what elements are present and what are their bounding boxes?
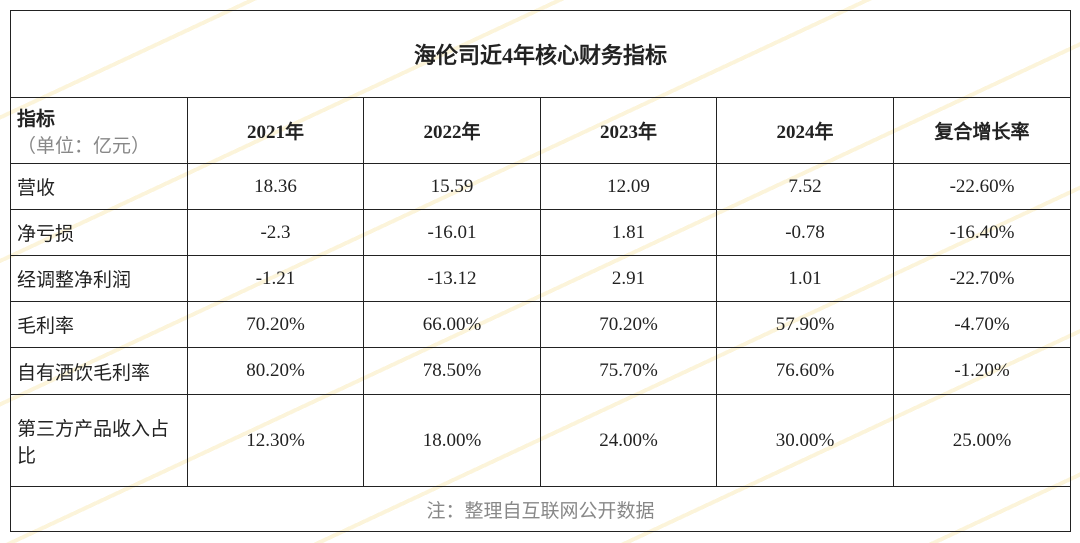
header-cell: 复合增长率 (892, 97, 1072, 164)
row-label: 第三方产品收入占比 (10, 394, 188, 487)
table-cell: -1.21 (187, 255, 364, 302)
financial-table: 海伦司近4年核心财务指标 指标 （单位：亿元） 2021年 2022年 2023年… (9, 10, 1072, 532)
table-cell: 12.09 (540, 163, 717, 210)
header-unit: （单位：亿元） (17, 135, 151, 157)
row-label: 经调整净利润 (10, 255, 188, 302)
table-cell: 2.91 (540, 255, 717, 302)
table-cell: 15.59 (363, 163, 541, 210)
table-title: 海伦司近4年核心财务指标 (9, 10, 1072, 98)
table-cell: 66.00% (363, 301, 541, 348)
table-row: 毛利率 70.20% 66.00% 70.20% 57.90% -4.70% (10, 301, 1072, 348)
header-label: 指标 (17, 108, 56, 130)
table-row: 第三方产品收入占比 12.30% 18.00% 24.00% 30.00% 25.00% (10, 394, 1072, 487)
table-cell: 78.50% (363, 347, 541, 395)
table-cell: -1.20% (892, 347, 1072, 395)
table-cell: -16.40% (892, 209, 1072, 256)
header-label-cell: 指标 （单位：亿元） (10, 97, 188, 164)
table-row: 经调整净利润 -1.21 -13.12 2.91 1.01 -22.70% (10, 255, 1072, 302)
row-label: 营收 (10, 163, 188, 210)
table-cell: -16.01 (363, 209, 541, 256)
table-cell: 70.20% (540, 301, 717, 348)
table-cell: 57.90% (716, 301, 894, 348)
table-cell: 30.00% (716, 394, 894, 487)
table-cell: -22.60% (892, 163, 1072, 210)
table-cell: -4.70% (892, 301, 1072, 348)
table-cell: 12.30% (187, 394, 364, 487)
row-label: 自有酒饮毛利率 (10, 347, 188, 395)
table-cell: 75.70% (540, 347, 717, 395)
table-cell: 1.81 (540, 209, 717, 256)
table-cell: -22.70% (892, 255, 1072, 302)
row-label: 毛利率 (10, 301, 188, 348)
table-cell: 25.00% (892, 394, 1072, 487)
header-row: 指标 （单位：亿元） 2021年 2022年 2023年 2024年 复合增长率 (10, 97, 1072, 164)
table-row: 自有酒饮毛利率 80.20% 78.50% 75.70% 76.60% -1.20% (10, 347, 1072, 395)
table-cell: -0.78 (716, 209, 894, 256)
header-cell: 2024年 (716, 97, 894, 164)
table-cell: 7.52 (716, 163, 894, 210)
header-cell: 2023年 (540, 97, 717, 164)
table-cell: 76.60% (716, 347, 894, 395)
table-row: 净亏损 -2.3 -16.01 1.81 -0.78 -16.40% (10, 209, 1072, 256)
footer-note: 注：整理自互联网公开数据 (9, 486, 1072, 532)
table-cell: 80.20% (187, 347, 364, 395)
table-cell: 18.00% (363, 394, 541, 487)
table-cell: -2.3 (187, 209, 364, 256)
row-label: 净亏损 (10, 209, 188, 256)
header-cell: 2022年 (363, 97, 541, 164)
table-cell: 1.01 (716, 255, 894, 302)
table-cell: 70.20% (187, 301, 364, 348)
table-cell: 18.36 (187, 163, 364, 210)
header-cell: 2021年 (187, 97, 364, 164)
table-cell: -13.12 (363, 255, 541, 302)
table-row: 营收 18.36 15.59 12.09 7.52 -22.60% (10, 163, 1072, 210)
table-cell: 24.00% (540, 394, 717, 487)
